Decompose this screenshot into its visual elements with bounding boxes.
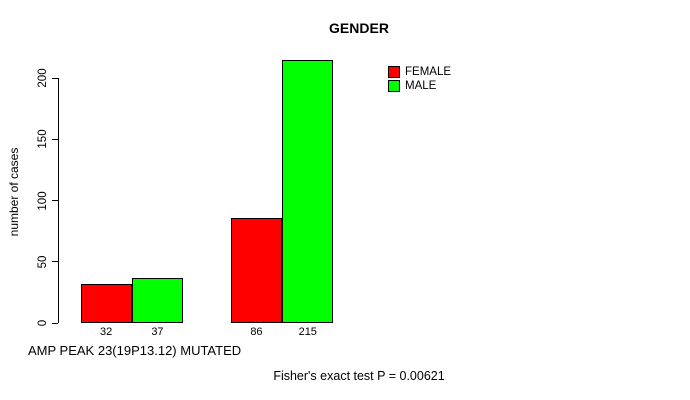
y-tick-label: 0: [37, 319, 49, 327]
y-tick-label: 100: [37, 190, 49, 211]
bar-female-group1: [80, 283, 132, 323]
legend-item-female: FEMALE: [388, 65, 451, 78]
legend-label: MALE: [405, 79, 437, 92]
y-axis-label: number of cases: [7, 147, 21, 237]
y-tick-label: 50: [37, 255, 49, 269]
legend: FEMALE MALE: [388, 65, 451, 93]
legend-item-male: MALE: [388, 79, 451, 92]
bar-value-label: 86: [250, 326, 263, 338]
y-tick: [52, 200, 58, 201]
bar-female-group2: [230, 217, 283, 323]
y-tick-label: 200: [37, 68, 49, 88]
legend-swatch-female: [388, 65, 400, 78]
legend-swatch-male: [388, 79, 400, 92]
legend-label: FEMALE: [405, 65, 452, 78]
chart-title: GENDER: [329, 20, 389, 36]
bar-value-label: 32: [100, 326, 113, 338]
y-tick: [52, 138, 58, 140]
y-tick: [52, 77, 58, 79]
bar-male-group2: [282, 59, 334, 323]
footnote: Fisher's exact test P = 0.00621: [273, 369, 445, 383]
bar-value-label: 215: [298, 326, 317, 338]
y-tick: [52, 322, 58, 324]
bar-male-group1: [131, 277, 184, 323]
bar-value-label: 37: [151, 326, 164, 338]
y-tick: [52, 261, 58, 263]
y-axis-line: [58, 78, 59, 323]
x-axis-label: AMP PEAK 23(19P13.12) MUTATED: [28, 343, 242, 358]
y-tick-label: 150: [37, 129, 49, 149]
